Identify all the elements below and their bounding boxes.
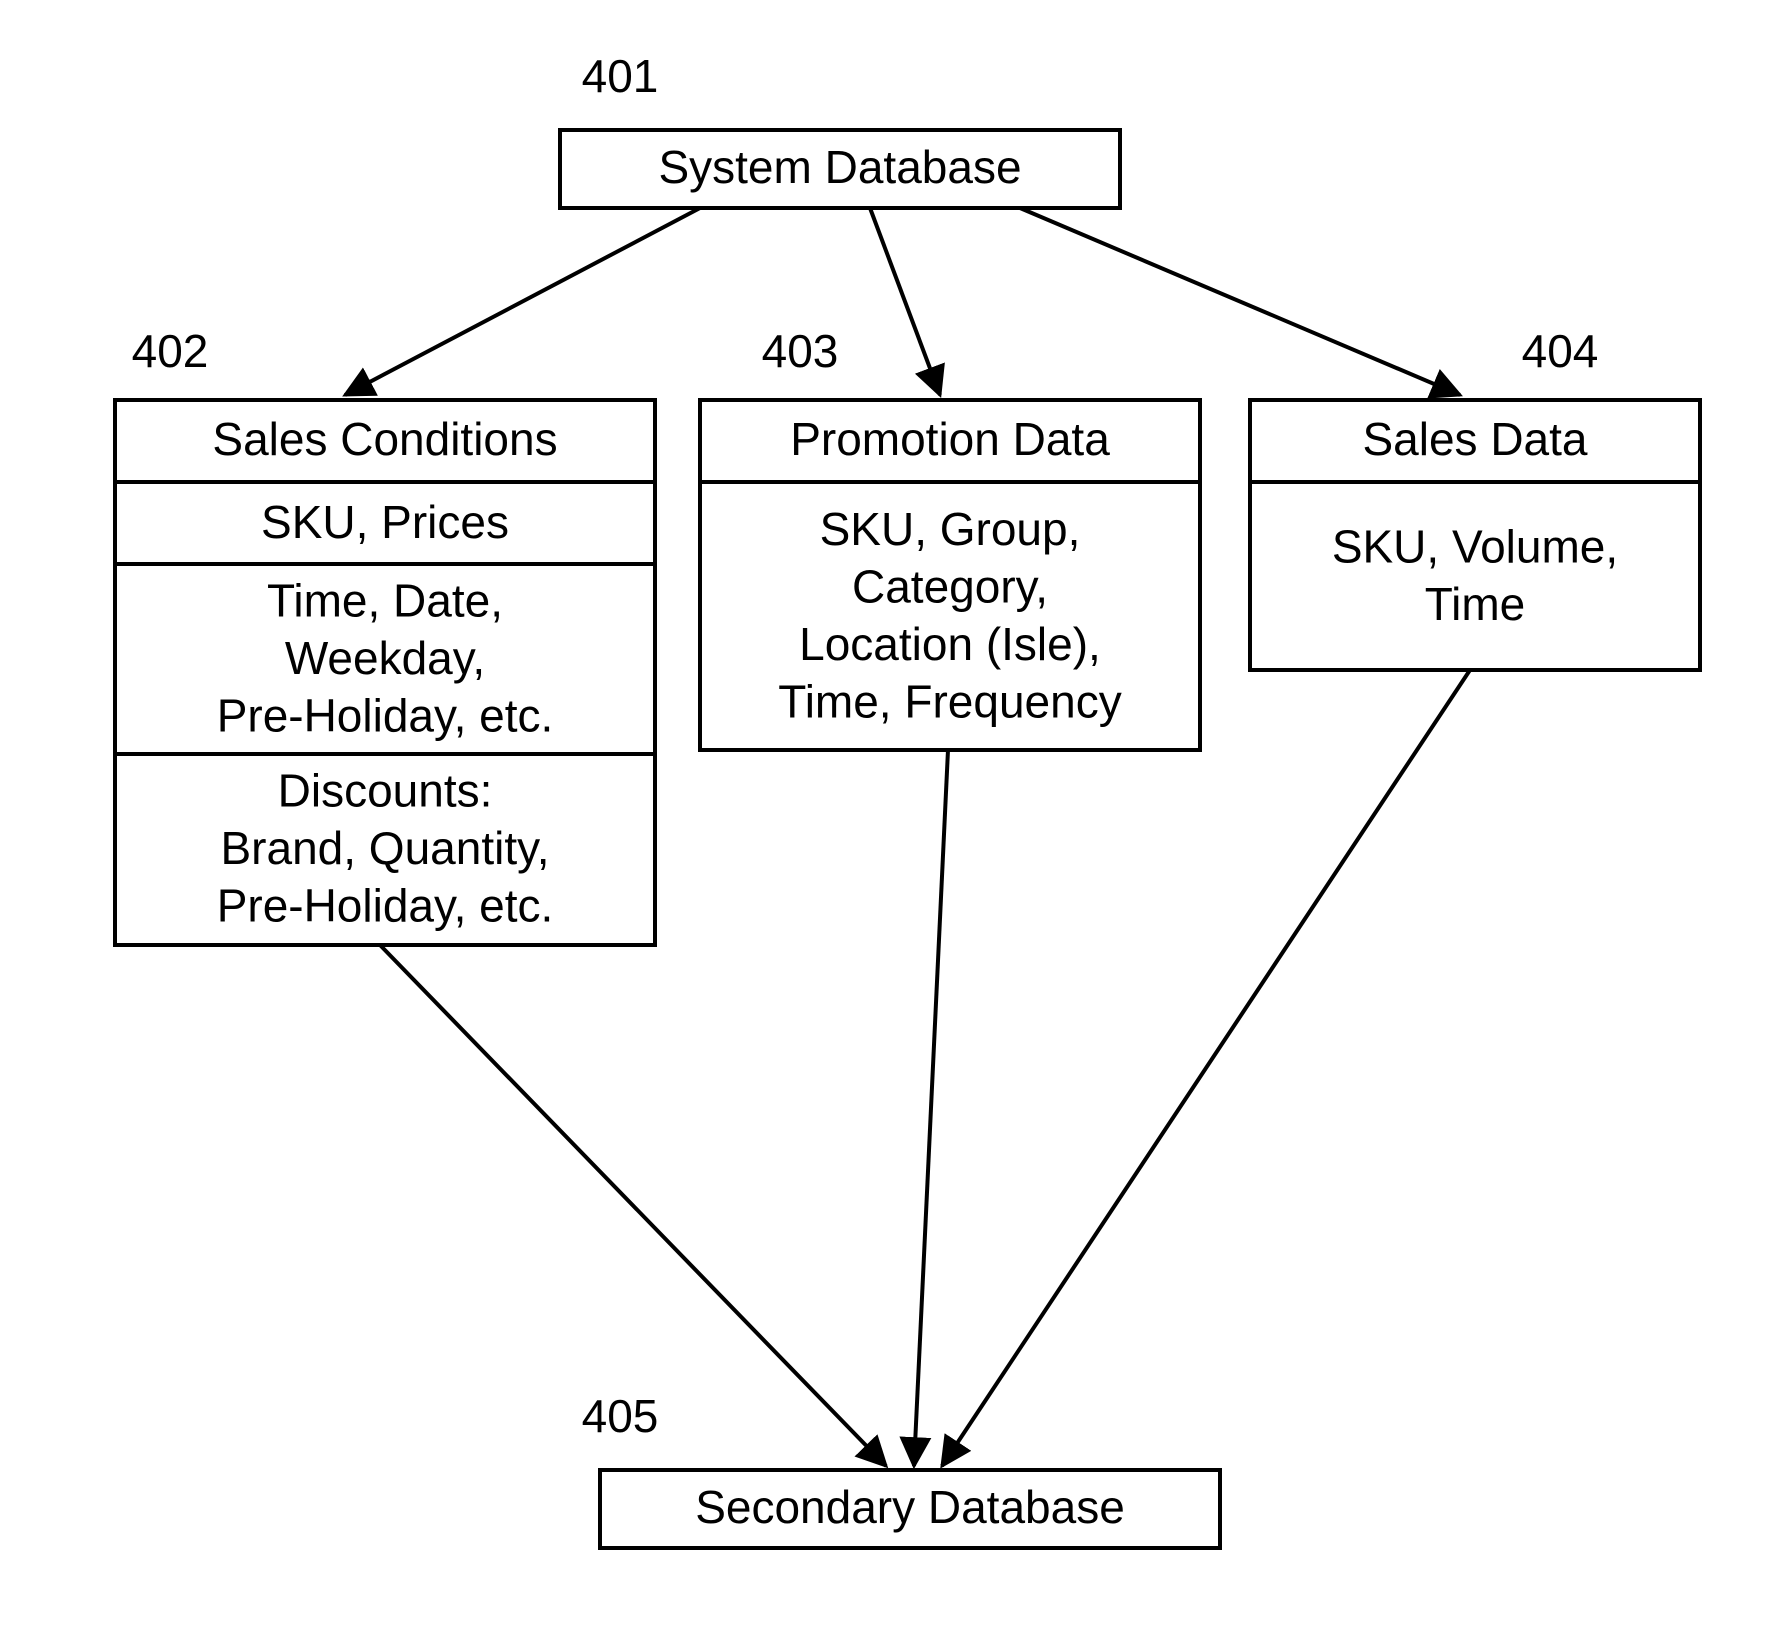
edge-n401-n402 <box>345 208 700 395</box>
ref-label: 405 <box>582 1390 659 1442</box>
node-text: Time <box>1425 578 1526 630</box>
ref-label: 403 <box>762 325 839 377</box>
node-text: SKU, Volume, <box>1332 520 1618 572</box>
node-n404: Sales Data SKU, Volume, Time <box>1250 400 1700 670</box>
edge-n403-n405 <box>914 750 948 1466</box>
diagram-canvas: System Database Sales Conditions SKU, Pric… <box>0 0 1790 1638</box>
node-n403: Promotion Data SKU, Group,Category, Locati… <box>700 400 1200 750</box>
node-header: Sales Data <box>1362 413 1587 465</box>
node-text: SKU, Prices <box>261 496 509 548</box>
node-n405: Secondary Database <box>600 1470 1220 1548</box>
edge-n401-n404 <box>1020 208 1460 395</box>
ref-label: 402 <box>132 325 209 377</box>
node-header: System Database <box>658 141 1021 193</box>
nodes-layer: System Database Sales Conditions SKU, Pric… <box>115 130 1700 1548</box>
node-text: SKU, Group, <box>820 503 1081 555</box>
node-text: Time, Frequency <box>778 675 1121 727</box>
edge-n404-n405 <box>942 670 1470 1466</box>
node-text: Location (Isle), <box>799 618 1101 670</box>
node-text: Brand, Quantity, <box>221 822 550 874</box>
edge-n402-n405 <box>380 945 886 1466</box>
node-text: Category, <box>852 560 1048 612</box>
node-text: Weekday, <box>285 632 485 684</box>
ref-label: 401 <box>582 50 659 102</box>
node-text: Time, Date, <box>267 575 503 627</box>
node-n401: System Database <box>560 130 1120 208</box>
node-text: Pre-Holiday, etc. <box>217 880 554 932</box>
ref-label: 404 <box>1522 325 1599 377</box>
node-text: Pre-Holiday, etc. <box>217 690 554 742</box>
node-n402: Sales Conditions SKU, Prices Time, Date,We… <box>115 400 655 945</box>
node-header: Promotion Data <box>790 413 1110 465</box>
edge-n401-n403 <box>870 208 940 395</box>
node-text: Discounts: <box>278 765 493 817</box>
node-header: Sales Conditions <box>212 413 557 465</box>
node-header: Secondary Database <box>695 1481 1125 1533</box>
